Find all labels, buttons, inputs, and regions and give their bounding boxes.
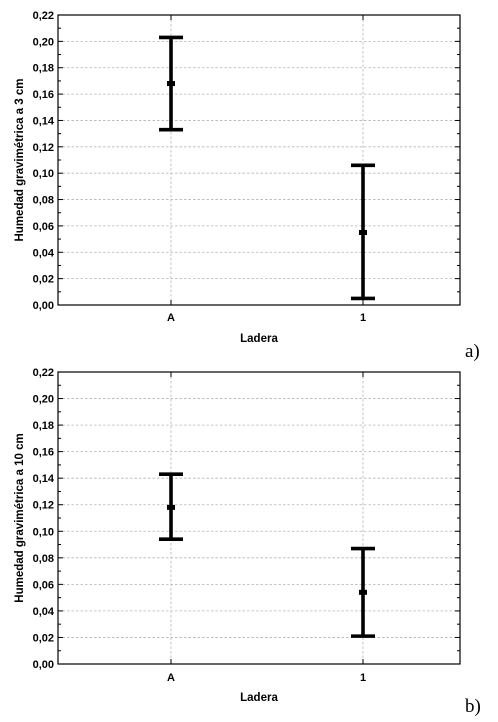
y-tick-label: 0,22: [33, 10, 54, 22]
error-bar-1: [351, 163, 375, 301]
chart-panel-1: 0,00 0,02 0,04 0,06 0,08 0,10 0,12 0,14 0,16 0,18…: [14, 10, 480, 362]
x-tick-label: 1: [360, 672, 366, 684]
mean-marker: [359, 589, 367, 595]
error-bar-1: [351, 546, 375, 638]
mean-marker: [167, 81, 175, 87]
y-tick-label: 0,16: [33, 89, 54, 101]
y-tick-label: 0,12: [33, 500, 54, 512]
mean-marker: [167, 504, 175, 510]
y-axis-label: Humedad gravimétrica a 3 cm: [14, 79, 26, 242]
x-tick-label: A: [167, 312, 175, 324]
y-tick-label: 0,06: [33, 579, 54, 591]
x-axis-label: Ladera: [240, 692, 278, 704]
x-tick-label: A: [167, 672, 175, 684]
error-bar-A: [159, 35, 183, 132]
y-tick-label: 0,14: [33, 115, 55, 127]
y-tick-label: 0,18: [33, 420, 54, 432]
y-tick-label: 0,22: [33, 367, 54, 379]
x-tick-label: 1: [360, 312, 366, 324]
y-tick-label: 0,14: [33, 473, 55, 485]
y-tick-label: 0,18: [33, 63, 54, 75]
plot-frame: [57, 14, 461, 306]
plot-frame: [57, 371, 461, 665]
y-tick-label: 0,04: [33, 606, 55, 618]
y-tick-label: 0,16: [33, 447, 54, 459]
y-tick-label: 0,04: [33, 247, 55, 259]
y-tick-label: 0,02: [33, 274, 54, 286]
y-tick-label: 0,00: [33, 659, 54, 671]
y-tick-label: 0,20: [33, 36, 54, 48]
error-bar-A: [159, 472, 183, 542]
chart-panel-2: 0,00 0,02 0,04 0,06 0,08 0,10 0,12 0,14 0,16 0,18…: [14, 367, 481, 717]
y-tick-label: 0,08: [33, 553, 54, 565]
y-tick-label: 0,20: [33, 394, 54, 406]
y-tick-label: 0,08: [33, 195, 54, 207]
y-tick-label: 0,12: [33, 142, 54, 154]
panel-label: b): [465, 696, 481, 717]
y-tick-label: 0,06: [33, 221, 54, 233]
y-tick-label: 0,10: [33, 168, 54, 180]
y-tick-label: 0,02: [33, 632, 54, 644]
mean-marker: [359, 230, 367, 235]
y-axis-label: Humedad gravimétrica a 10 cm: [14, 433, 26, 602]
panel-label: a): [465, 341, 480, 362]
y-tick-label: 0,10: [33, 526, 54, 538]
y-tick-label: 0,00: [33, 300, 54, 312]
x-axis-label: Ladera: [240, 333, 278, 345]
